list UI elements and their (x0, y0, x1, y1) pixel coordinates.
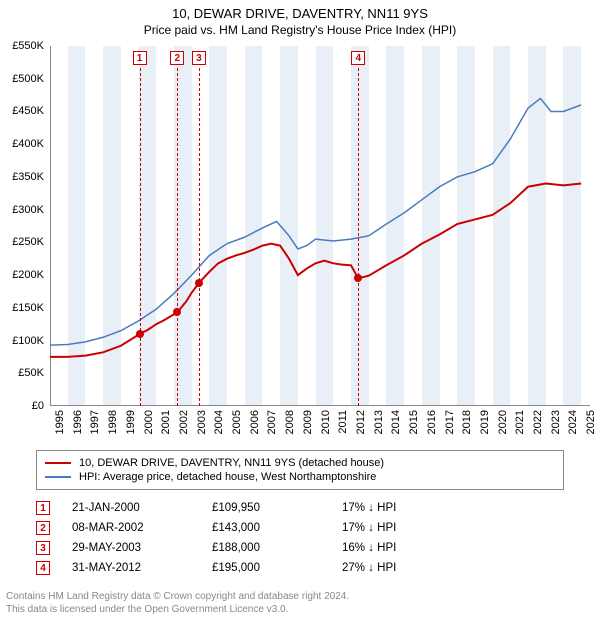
legend-swatch (45, 462, 71, 464)
legend-item: HPI: Average price, detached house, West… (45, 470, 555, 484)
footer-line: Contains HM Land Registry data © Crown c… (6, 591, 349, 604)
sale-guideline (140, 68, 141, 406)
sale-guideline (199, 68, 200, 406)
x-axis-label: 2016 (426, 410, 438, 434)
sale-row: 4 31-MAY-2012£195,00027% ↓ HPI (36, 558, 462, 578)
y-axis-label: £450K (12, 105, 44, 117)
y-axis-label: £50K (18, 367, 44, 379)
sale-marker-box: 4 (351, 51, 365, 65)
chart-area: 1234 £0£50K£100K£150K£200K£250K£300K£350… (50, 46, 590, 406)
legend-label: HPI: Average price, detached house, West… (79, 471, 376, 483)
y-axis-label: £0 (32, 400, 44, 412)
x-axis-label: 2005 (231, 410, 243, 434)
y-axis-label: £150K (12, 302, 44, 314)
chart-lines (50, 46, 590, 406)
sale-diff: 17% ↓ HPI (342, 502, 462, 514)
chart-title: 10, DEWAR DRIVE, DAVENTRY, NN11 9YS (0, 0, 600, 21)
legend-swatch (45, 476, 71, 478)
sale-guideline (358, 68, 359, 406)
y-axis-label: £100K (12, 335, 44, 347)
legend: 10, DEWAR DRIVE, DAVENTRY, NN11 9YS (det… (36, 450, 564, 490)
sale-row: 3 29-MAY-2003£188,00016% ↓ HPI (36, 538, 462, 558)
y-axis-label: £350K (12, 171, 44, 183)
x-axis-label: 2023 (550, 410, 562, 434)
y-axis-label: £550K (12, 40, 44, 52)
x-axis-label: 1999 (125, 410, 137, 434)
x-axis-label: 1995 (54, 410, 66, 434)
x-axis-label: 2009 (302, 410, 314, 434)
y-axis-label: £500K (12, 73, 44, 85)
sale-row: 2 08-MAR-2002£143,00017% ↓ HPI (36, 518, 462, 538)
x-axis-label: 1996 (72, 410, 84, 434)
sale-dot (354, 274, 362, 282)
sale-price: £188,000 (212, 542, 342, 554)
sale-row: 1 21-JAN-2000£109,95017% ↓ HPI (36, 498, 462, 518)
x-axis-label: 2003 (196, 410, 208, 434)
x-axis-label: 1998 (107, 410, 119, 434)
x-axis-label: 2021 (514, 410, 526, 434)
sale-index: 3 (36, 541, 50, 555)
sale-guideline (177, 68, 178, 406)
x-axis-label: 2000 (143, 410, 155, 434)
sale-diff: 27% ↓ HPI (342, 562, 462, 574)
sale-index: 2 (36, 521, 50, 535)
x-axis-label: 2015 (408, 410, 420, 434)
x-axis-label: 2020 (497, 410, 509, 434)
x-axis-label: 2017 (444, 410, 456, 434)
legend-item: 10, DEWAR DRIVE, DAVENTRY, NN11 9YS (det… (45, 456, 555, 470)
sale-dot (173, 308, 181, 316)
x-axis-label: 2013 (373, 410, 385, 434)
x-axis-label: 2002 (178, 410, 190, 434)
sale-index: 1 (36, 501, 50, 515)
sale-diff: 16% ↓ HPI (342, 542, 462, 554)
sale-price: £143,000 (212, 522, 342, 534)
attribution-footer: Contains HM Land Registry data © Crown c… (6, 591, 349, 616)
x-axis-label: 2014 (390, 410, 402, 434)
x-axis-label: 2022 (532, 410, 544, 434)
sale-marker-box: 2 (170, 51, 184, 65)
x-axis-label: 2007 (266, 410, 278, 434)
x-axis-label: 2006 (249, 410, 261, 434)
sale-diff: 17% ↓ HPI (342, 522, 462, 534)
legend-label: 10, DEWAR DRIVE, DAVENTRY, NN11 9YS (det… (79, 457, 384, 469)
series-line (50, 98, 581, 345)
sale-marker-box: 3 (192, 51, 206, 65)
series-line (50, 183, 581, 356)
x-axis-label: 2019 (479, 410, 491, 434)
x-axis-label: 2012 (355, 410, 367, 434)
chart-subtitle: Price paid vs. HM Land Registry's House … (0, 21, 600, 37)
sales-table: 1 21-JAN-2000£109,95017% ↓ HPI 2 08-MAR-200… (36, 498, 462, 578)
y-axis-label: £250K (12, 236, 44, 248)
sale-date: 08-MAR-2002 (72, 522, 212, 534)
x-axis-label: 2001 (160, 410, 172, 434)
x-axis-label: 2018 (461, 410, 473, 434)
sale-date: 21-JAN-2000 (72, 502, 212, 514)
x-axis-label: 2004 (213, 410, 225, 434)
sale-marker-box: 1 (133, 51, 147, 65)
sale-price: £195,000 (212, 562, 342, 574)
sale-dot (136, 330, 144, 338)
x-axis-label: 2024 (567, 410, 579, 434)
sale-date: 31-MAY-2012 (72, 562, 212, 574)
y-axis-label: £300K (12, 204, 44, 216)
sale-date: 29-MAY-2003 (72, 542, 212, 554)
y-axis-label: £200K (12, 269, 44, 281)
sale-price: £109,950 (212, 502, 342, 514)
sale-index: 4 (36, 561, 50, 575)
footer-line: This data is licensed under the Open Gov… (6, 604, 349, 617)
sale-dot (195, 279, 203, 287)
x-axis-label: 2008 (284, 410, 296, 434)
y-axis-label: £400K (12, 138, 44, 150)
x-axis-label: 2011 (337, 410, 349, 434)
x-axis-label: 2025 (585, 410, 597, 434)
x-axis-label: 2010 (320, 410, 332, 434)
x-axis-label: 1997 (89, 410, 101, 434)
